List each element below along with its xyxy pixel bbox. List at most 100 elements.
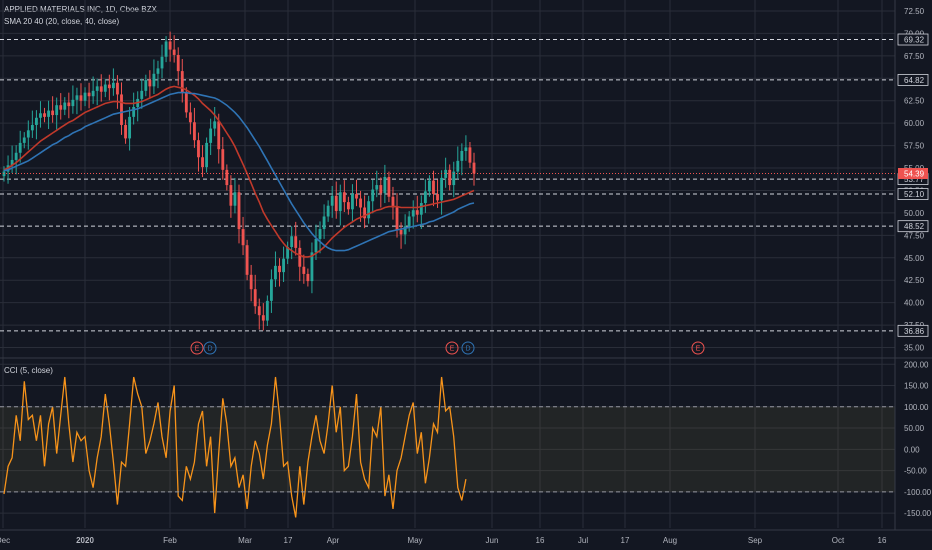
- cci-tick-label: -100.00: [904, 488, 932, 497]
- sma20-line: [3, 85, 475, 258]
- level-tag: [897, 324, 929, 337]
- level-tag: [897, 33, 929, 46]
- event-dividend-label: D: [465, 346, 470, 353]
- candle-body: [261, 315, 265, 321]
- time-tick-label: Jun: [486, 536, 499, 545]
- event-earnings-label: E: [696, 346, 701, 353]
- candlesticks: [2, 31, 476, 331]
- candle-body: [278, 265, 281, 273]
- cci-tick-label: 100.00: [904, 403, 929, 412]
- candle-body: [188, 112, 192, 123]
- cci-tick-label: -50.00: [904, 467, 927, 476]
- candle-body: [209, 128, 213, 143]
- candle-body: [355, 194, 358, 199]
- candle-body: [67, 102, 71, 107]
- level-tag-label: 48.52: [904, 222, 925, 231]
- candle-body: [282, 258, 285, 273]
- candle-body: [387, 177, 391, 197]
- time-axis[interactable]: Dec 2020 Feb Mar 17 Apr May Jun 16 Jul 17 Aug Sep Oct…: [0, 529, 932, 545]
- candle-body: [79, 95, 83, 101]
- cci-tick-label: 0.00: [904, 445, 920, 454]
- candle-body: [144, 80, 148, 91]
- candle-body: [444, 169, 448, 178]
- level-tag: [897, 188, 929, 200]
- price-tick-label: 50.00: [904, 209, 925, 218]
- candle-body: [55, 105, 59, 116]
- candle-body: [172, 49, 176, 55]
- candle-body: [290, 236, 294, 247]
- cci-axis[interactable]: 200.00 150.00 100.00 50.00 0.00 -50.00 -100.00…: [0, 360, 932, 518]
- candle-body: [128, 116, 132, 139]
- candle-body: [351, 194, 354, 210]
- candle-body: [168, 41, 172, 50]
- candle-body: [432, 180, 435, 195]
- last-price-label: 54.39: [904, 170, 925, 179]
- time-tick-label: Aug: [663, 536, 677, 545]
- cci-legend[interactable]: CCI (5, close): [4, 366, 53, 375]
- candle-body: [14, 152, 18, 160]
- candle-body: [346, 202, 350, 210]
- candle-body: [391, 196, 395, 208]
- candle-body: [30, 124, 34, 131]
- candle-body: [34, 117, 38, 125]
- event-earnings-label: E: [195, 346, 200, 353]
- candle-body: [160, 56, 164, 69]
- candle-body: [26, 130, 30, 138]
- candle-body: [10, 159, 14, 166]
- candle-body: [306, 273, 310, 282]
- cci-band: [0, 406, 895, 492]
- candle-body: [245, 245, 249, 275]
- candle-body: [116, 82, 119, 95]
- candle-body: [221, 149, 225, 170]
- candle-body: [180, 71, 184, 93]
- time-tick-label: Jul: [578, 536, 588, 545]
- time-tick-label: May: [407, 536, 422, 545]
- candle-body: [184, 92, 188, 113]
- time-tick-label: Oct: [832, 536, 845, 545]
- time-tick-label: 2020: [76, 536, 94, 545]
- candle-body: [205, 142, 209, 168]
- cci-tick-label: 200.00: [904, 360, 929, 369]
- candle-body: [464, 147, 468, 151]
- candle-body: [156, 68, 160, 74]
- price-tick-label: 45.00: [904, 254, 925, 263]
- time-tick-label: Apr: [327, 536, 340, 545]
- time-tick-label: 16: [878, 536, 887, 545]
- candle-body: [448, 169, 452, 186]
- candle-body: [99, 86, 103, 92]
- candle-body: [63, 102, 67, 110]
- candle-body: [379, 185, 383, 194]
- price-axis[interactable]: 72.5070.0067.5065.0062.5060.0057.5055.00…: [0, 7, 929, 353]
- candle-body: [452, 171, 456, 186]
- event-earnings-marker: [190, 341, 204, 355]
- candle-body: [326, 205, 330, 217]
- price-tick-label: 67.50: [904, 52, 925, 61]
- candle-body: [237, 192, 241, 230]
- candle-body: [22, 137, 26, 143]
- price-tick-label: 60.00: [904, 119, 925, 128]
- candle-body: [176, 54, 180, 72]
- level-tag-label: 69.32: [904, 36, 925, 45]
- candle-body: [428, 180, 431, 192]
- candle-body: [75, 95, 79, 100]
- candle-body: [367, 201, 371, 219]
- candle-body: [140, 90, 144, 99]
- candle-body: [338, 192, 342, 212]
- time-tick-label: Sep: [748, 536, 763, 545]
- candle-body: [43, 113, 46, 117]
- candle-body: [18, 142, 22, 153]
- sma-legend[interactable]: SMA 20 40 (20, close, 40, close): [4, 17, 120, 26]
- candle-body: [233, 192, 237, 206]
- candle-body: [269, 279, 273, 301]
- candle-body: [193, 122, 196, 141]
- candle-body: [197, 140, 200, 158]
- level-tag-label: 64.82: [904, 76, 925, 85]
- candle-body: [436, 194, 439, 201]
- sma40-line: [3, 91, 475, 252]
- price-tick-label: 35.00: [904, 344, 925, 353]
- candle-body: [415, 210, 419, 215]
- last-price-tag: [898, 168, 928, 179]
- time-tick-label: 17: [621, 536, 630, 545]
